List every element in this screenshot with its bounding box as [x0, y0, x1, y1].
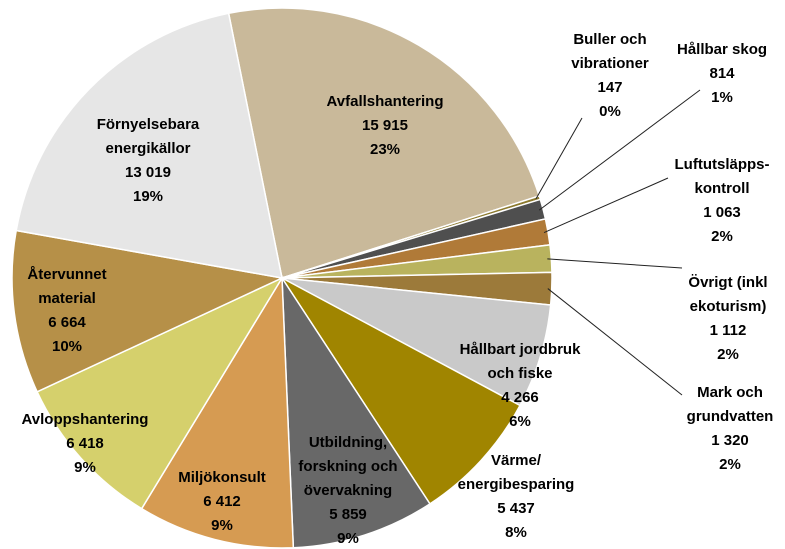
label-percent: 23% — [369, 141, 401, 158]
label-value: 15 915 — [362, 117, 408, 134]
data-label: Mark och grundvatten 1 320 2% — [687, 381, 774, 477]
label-value: 1 063 — [703, 204, 741, 221]
label-percent: 10% — [51, 338, 83, 355]
label-percent: 2% — [711, 228, 733, 245]
pie-slice — [15, 12, 283, 279]
data-label: Utbildning, forskning och övervakning 5 8… — [298, 431, 397, 549]
label-category: Återvunnet material — [27, 266, 107, 307]
label-category: Buller och vibrationer — [571, 31, 649, 72]
label-value: 814 — [709, 65, 735, 82]
label-category: Miljökonsult — [178, 469, 266, 486]
label-category: Hållbart jordbruk och fiske — [459, 341, 581, 382]
data-label: Buller och vibrationer 147 0% — [571, 28, 649, 124]
label-category: Förnyelsebara energikällor — [96, 116, 200, 157]
label-percent: 9% — [211, 517, 233, 534]
label-value: 6 664 — [48, 314, 86, 331]
label-percent: 9% — [74, 459, 96, 476]
label-value: 4 266 — [501, 389, 539, 406]
label-value: 6 412 — [203, 493, 241, 510]
pie-slice — [11, 229, 285, 393]
label-value: 147 — [597, 79, 623, 96]
label-value: 13 019 — [125, 164, 171, 181]
pie-slice — [36, 276, 284, 510]
leader-line — [535, 117, 583, 200]
leader-line — [538, 89, 701, 211]
label-category: Avloppshantering — [21, 411, 149, 428]
label-percent: 1% — [711, 89, 733, 106]
data-label: Avloppshantering 6 418 9% — [22, 408, 149, 480]
label-percent: 2% — [719, 456, 741, 473]
label-category: Avfallshantering — [326, 93, 444, 110]
label-value: 5 859 — [329, 506, 367, 523]
label-percent: 9% — [337, 530, 359, 547]
label-category: Mark och grundvatten — [686, 384, 774, 425]
label-value: 1 112 — [709, 322, 747, 339]
pie-slice — [281, 275, 431, 549]
label-percent: 0% — [599, 103, 621, 120]
label-value: 6 418 — [66, 435, 104, 452]
data-label: Förnyelsebara energikällor 13 019 19% — [97, 113, 200, 209]
data-label: Återvunnet material 6 664 10% — [27, 263, 106, 359]
label-value: 5 437 — [497, 500, 535, 517]
data-label: Luftutsläpps- kontroll 1 063 2% — [675, 153, 770, 249]
label-percent: 2% — [717, 346, 739, 363]
data-label: Hållbart jordbruk och fiske 4 266 6% — [460, 338, 581, 434]
label-category: Övrigt (inkl ekoturism) — [688, 274, 768, 315]
leader-line — [543, 177, 669, 233]
data-label: Avfallshantering 15 915 23% — [327, 90, 444, 162]
leader-line — [547, 288, 683, 396]
label-category: Värme/ energibesparing — [457, 452, 575, 493]
pie-slice — [227, 7, 541, 279]
data-label: Hållbar skog 814 1% — [677, 38, 767, 110]
data-label: Övrigt (inkl ekoturism) 1 112 2% — [688, 271, 767, 367]
label-percent: 6% — [509, 413, 531, 430]
label-percent: 19% — [132, 188, 164, 205]
label-category: Hållbar skog — [676, 41, 768, 58]
pie-slice — [140, 275, 295, 549]
label-percent: 8% — [505, 524, 527, 541]
pie-slice — [281, 277, 522, 505]
data-label: Värme/ energibesparing 5 437 8% — [458, 449, 575, 545]
label-value: 1 320 — [711, 432, 749, 449]
data-label: Miljökonsult 6 412 9% — [178, 466, 266, 538]
label-category: Luftutsläpps- kontroll — [674, 156, 770, 197]
leader-line — [547, 258, 683, 269]
label-category: Utbildning, forskning och övervakning — [298, 434, 398, 499]
